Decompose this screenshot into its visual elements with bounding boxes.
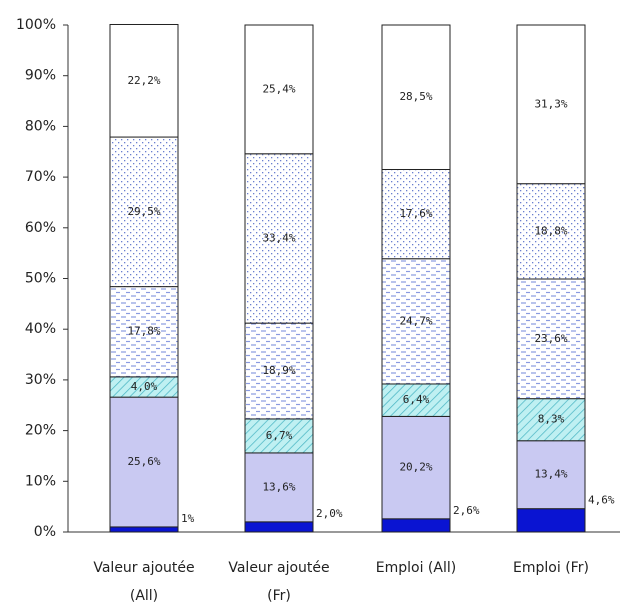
value-label: 28,5% <box>399 90 432 103</box>
value-label: 4,6% <box>588 494 615 507</box>
bar-segment <box>516 278 586 400</box>
value-label: 33,4% <box>262 231 295 244</box>
value-label: 20,2% <box>399 461 432 474</box>
y-tick-label: 90% <box>25 68 56 84</box>
bar-segment <box>109 286 179 378</box>
y-tick-label: 60% <box>25 220 56 236</box>
bar-segment <box>381 415 451 520</box>
bar-segment <box>381 168 451 260</box>
bar-segment <box>109 396 179 528</box>
bar-segment <box>244 24 314 155</box>
y-tick-label: 70% <box>25 169 56 185</box>
value-label: 31,3% <box>534 97 567 110</box>
value-label: 2,6% <box>453 504 480 517</box>
bar-segment <box>109 526 179 533</box>
value-label: 6,7% <box>266 429 293 442</box>
bar-segment <box>516 440 586 510</box>
bar-segment <box>244 452 314 523</box>
y-tick-label: 20% <box>25 423 56 439</box>
value-label: 4,0% <box>131 380 158 393</box>
bar-segment <box>109 23 179 138</box>
value-label: 13,4% <box>534 468 567 481</box>
bar-segment <box>244 418 314 454</box>
value-label: 29,5% <box>127 205 160 218</box>
bar-segment <box>516 508 586 533</box>
value-label: 17,6% <box>399 207 432 220</box>
y-tick-label: 40% <box>25 321 56 337</box>
value-label: 13,6% <box>262 480 295 493</box>
bar-segment <box>381 258 451 385</box>
value-label: 23,6% <box>534 332 567 345</box>
y-tick-label: 30% <box>25 372 56 388</box>
bar-segment <box>109 136 179 288</box>
bar-segment <box>381 24 451 170</box>
x-tick-label: Emploi (Fr) <box>513 560 589 576</box>
y-tick-label: 100% <box>16 17 56 33</box>
y-tick-label: 10% <box>25 473 56 489</box>
y-tick-label: 80% <box>25 118 56 134</box>
x-tick-label: Valeur ajoutée (Fr) <box>228 560 330 604</box>
value-label: 18,8% <box>534 224 567 237</box>
bar-segment <box>244 153 314 324</box>
bar-segment <box>381 518 451 533</box>
value-label: 1% <box>181 512 195 525</box>
value-label: 2,0% <box>316 507 343 520</box>
bar-segment <box>516 24 586 185</box>
x-tick-label: Valeur ajoutée (All) <box>93 560 195 604</box>
value-label: 8,3% <box>538 413 565 426</box>
value-label: 25,4% <box>262 82 295 95</box>
value-label: 22,2% <box>127 74 160 87</box>
value-label: 6,4% <box>403 393 430 406</box>
bar-segment <box>516 398 586 442</box>
value-label: 18,9% <box>262 364 295 377</box>
y-tick-label: 50% <box>25 271 56 287</box>
value-label: 17,8% <box>127 325 160 338</box>
y-tick-label: 0% <box>34 524 56 540</box>
value-label: 24,7% <box>399 314 432 327</box>
bar-segment <box>244 521 314 533</box>
value-label: 25,6% <box>127 455 160 468</box>
x-tick-label: Emploi (All) <box>375 560 457 576</box>
